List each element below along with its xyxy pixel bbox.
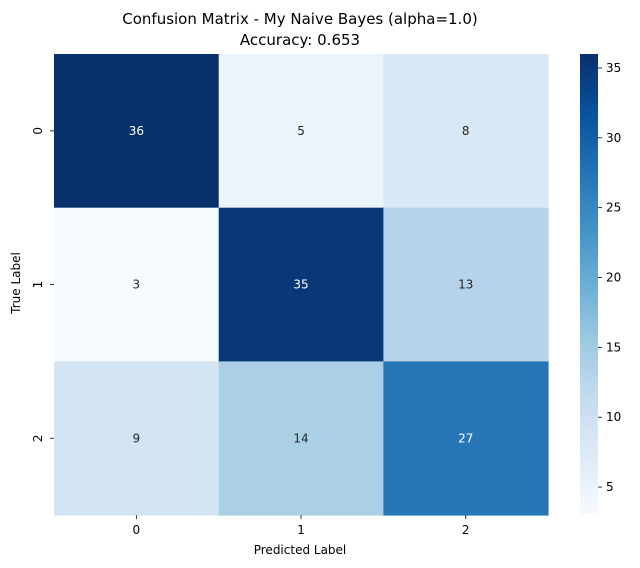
cell-annotations: 36 5 8 3 35 13 9 14 27 [129,124,474,445]
y-tick-label-2: 2 [31,434,45,442]
colorbar-tick-label-0: 5 [606,480,614,494]
colorbar-tick-label-2: 15 [606,340,621,354]
y-tick-label-1: 1 [31,281,45,289]
colorbar-tick-label-5: 30 [606,131,621,145]
cell-value-1-0: 3 [133,278,141,292]
colorbar-ticks: 5 10 15 20 25 30 35 [598,61,621,494]
heatmap-cell-1-1 [218,207,384,362]
heatmap-cell-2-2 [383,361,549,516]
cell-value-2-1: 14 [293,431,308,445]
cell-value-1-2: 13 [458,278,473,292]
colorbar-tick-label-6: 35 [606,61,621,75]
heatmap-cell-0-1 [218,54,384,209]
chart-subtitle: Accuracy: 0.653 [240,31,360,49]
cell-value-2-2: 27 [458,431,473,445]
heatmap-cell-0-2 [383,54,549,209]
x-axis-label: Predicted Label [254,543,347,557]
cell-value-0-0: 36 [129,124,144,138]
x-tick-label-2: 2 [462,523,470,537]
y-axis-label: True Label [9,252,23,315]
x-axis-ticks: 0 1 2 [133,515,470,537]
x-tick-label-1: 1 [297,523,305,537]
heatmap-cell-2-1 [218,361,384,516]
y-tick-label-0: 0 [31,127,45,135]
heatmap-cell-1-0 [54,207,220,362]
cell-value-1-1: 35 [293,278,308,292]
heatmap-cell-1-2 [383,207,549,362]
heatmap-cells [54,54,549,516]
heatmap-cell-2-0 [54,361,220,516]
cell-value-2-0: 9 [133,431,141,445]
colorbar-tick-label-3: 20 [606,271,621,285]
cell-value-0-2: 8 [462,124,470,138]
x-tick-label-0: 0 [133,523,141,537]
heatmap-cell-0-0 [54,54,220,209]
chart-title: Confusion Matrix - My Naive Bayes (alpha… [122,10,477,28]
y-axis-ticks: 0 1 2 [31,127,54,442]
colorbar-tick-label-4: 25 [606,201,621,215]
cell-value-0-1: 5 [297,124,305,138]
colorbar [580,54,598,515]
colorbar-tick-label-1: 10 [606,410,621,424]
